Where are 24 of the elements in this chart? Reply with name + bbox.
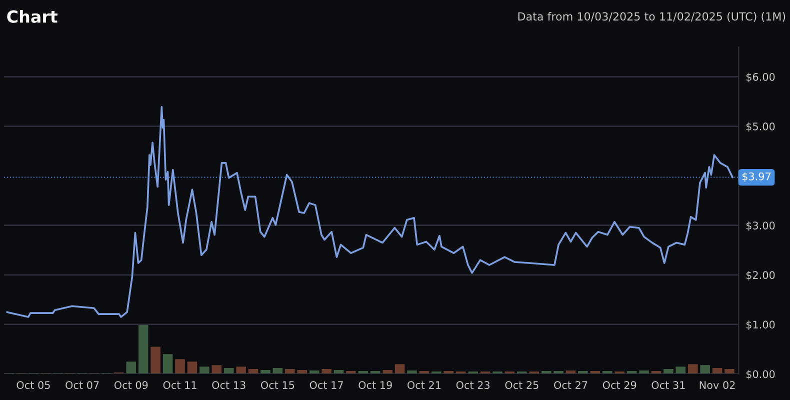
x-tick-label: Oct 09 xyxy=(114,381,148,390)
x-tick-label: Oct 29 xyxy=(602,381,636,390)
y-tick-label: $5.00 xyxy=(746,122,775,132)
chart-title: Chart xyxy=(7,10,58,23)
y-tick-label: $0.00 xyxy=(746,370,775,380)
chart-subtitle: Data from 10/03/2025 to 11/02/2025 (UTC) (1M) xyxy=(518,12,786,22)
x-tick-label: Oct 13 xyxy=(212,381,246,390)
x-tick-label: Oct 23 xyxy=(456,381,490,390)
y-tick-label: $6.00 xyxy=(746,72,775,82)
x-tick-label: Oct 07 xyxy=(66,381,99,390)
ref-line-label: $3.97 xyxy=(742,172,771,182)
x-tick-label: Oct 27 xyxy=(554,381,588,390)
y-tick-label: $1.00 xyxy=(746,320,775,330)
x-tick-label: Oct 05 xyxy=(16,381,50,390)
y-tick-label: $3.00 xyxy=(746,221,775,231)
x-tick-label: Oct 15 xyxy=(260,381,294,390)
x-tick-label: Oct 17 xyxy=(310,381,343,390)
x-tick-label: Oct 21 xyxy=(408,381,441,390)
x-tick-label: Nov 02 xyxy=(700,381,735,390)
y-tick-label: $2.00 xyxy=(746,270,775,280)
x-tick-label: Oct 19 xyxy=(358,381,392,390)
x-tick-label: Oct 25 xyxy=(505,381,538,390)
x-tick-label: Oct 11 xyxy=(163,381,196,390)
x-tick-label: Oct 31 xyxy=(652,381,685,390)
